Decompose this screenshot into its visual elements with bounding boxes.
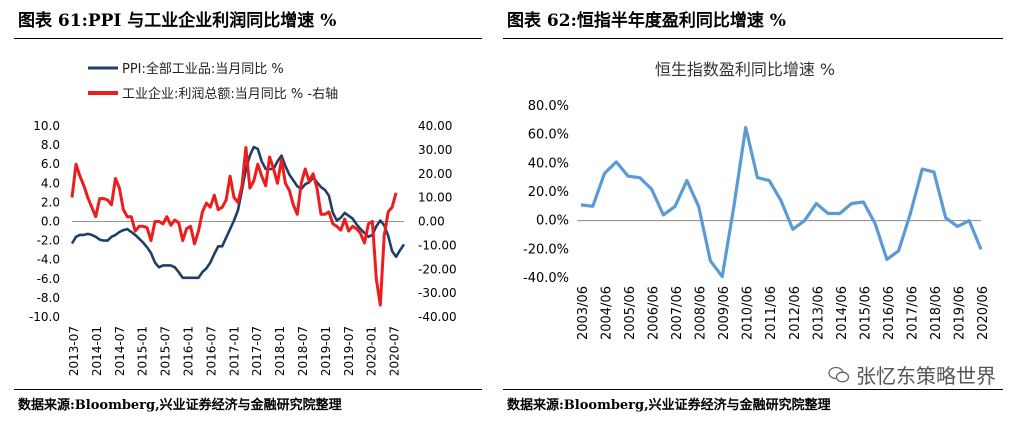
right-chart-axes: 80.0% 60.0% 40.0% 20.0% 0.0% -20.0% -40.0% 2003… — [523, 99, 991, 340]
right-y-tick: -40.0% — [523, 271, 569, 286]
right-x-tick: 2018/06 — [929, 286, 944, 340]
left-x-tick: 2013-07 — [67, 326, 81, 376]
right-x-tick: 2007/06 — [670, 286, 685, 340]
left-series-line-0 — [70, 145, 406, 280]
left-chart-series — [70, 145, 406, 307]
left-x-tick: 2014-07 — [113, 326, 127, 376]
left-y-tick: 6.0 — [41, 157, 60, 171]
left-x-tick: 2016-01 — [181, 326, 195, 376]
right-x-tick: 2005/06 — [623, 286, 638, 340]
right-x-tick: 2003/06 — [576, 286, 591, 340]
right-x-tick: 2009/06 — [717, 286, 732, 340]
right-y-tick: -20.00 — [418, 262, 457, 276]
right-x-tick: 2016/06 — [882, 286, 897, 340]
right-chart-series — [580, 125, 983, 279]
left-source: 数据来源:Bloomberg,兴业证券经济与金融研究院整理 — [18, 398, 342, 413]
right-x-tick: 2008/06 — [694, 286, 709, 340]
left-y-tick: -6.0 — [37, 272, 60, 286]
left-y-tick: -10.0 — [29, 310, 60, 324]
right-y-tick: -20.0% — [523, 242, 569, 257]
left-series-line-1 — [70, 146, 398, 307]
right-panel-title: 图表 62:恒指半年度盈利同比增速 % — [507, 11, 786, 31]
right-y-tick: 10.00 — [418, 191, 452, 205]
right-y-tick: 0.00 — [418, 215, 445, 229]
right-x-tick: 2012/06 — [788, 286, 803, 340]
right-x-tick: 2013/06 — [811, 286, 826, 340]
right-source-rule — [503, 389, 1003, 390]
right-chart-title: 恒生指数盈利同比增速 % — [655, 60, 835, 79]
left-panel-title: 图表 61:PPI 与工业企业利润同比增速 % — [18, 11, 337, 31]
right-y-tick: 0.0% — [536, 214, 569, 229]
right-y-tick: 40.00 — [418, 119, 452, 133]
left-chart-legend: PPI:全部工业品:当月同比 % 工业企业:利润总额:当月同比 % -右轴 — [88, 61, 338, 102]
left-x-tick: 2015-07 — [159, 326, 173, 376]
left-x-tick: 2018-07 — [296, 326, 310, 376]
right-x-tick: 2017/06 — [905, 286, 920, 340]
wechat-icon — [828, 366, 850, 382]
right-series-line — [580, 125, 983, 279]
left-chart-axes: 10.0 8.0 6.0 4.0 2.0 0.0 -2.0 -4.0 -6.0 -8.0 -10.0… — [29, 119, 457, 376]
right-source: 数据来源:Bloomberg,兴业证券经济与金融研究院整理 — [507, 398, 831, 413]
left-x-tick: 2016-07 — [204, 326, 218, 376]
right-title-rule — [503, 38, 1003, 39]
left-y-tick: -4.0 — [37, 253, 60, 267]
left-y-tick: 2.0 — [41, 195, 60, 209]
right-y-tick: -40.00 — [418, 310, 457, 324]
left-x-tick: 2020-01 — [365, 326, 379, 376]
legend-label-1: 工业企业:利润总额:当月同比 % -右轴 — [122, 86, 338, 102]
right-x-tick: 2011/06 — [764, 286, 779, 340]
right-y-tick: 30.00 — [418, 143, 452, 157]
right-x-tick: 2015/06 — [858, 286, 873, 340]
left-y-tick: -8.0 — [37, 291, 60, 305]
left-chart: PPI:全部工业品:当月同比 % 工业企业:利润总额:当月同比 % -右轴 10.… — [29, 61, 457, 376]
right-y-tick: 20.00 — [418, 167, 452, 181]
right-chart: 恒生指数盈利同比增速 % 80.0% 60.0% 40.0% 20.0% 0.0% -20… — [523, 60, 991, 340]
left-y-tick: 0.0 — [41, 215, 60, 229]
watermark: 张忆东策略世界 — [828, 360, 996, 389]
left-x-tick: 2020-07 — [388, 326, 402, 376]
right-y-tick: -30.00 — [418, 286, 457, 300]
left-x-tick: 2017-01 — [227, 326, 241, 376]
left-x-tick: 2015-01 — [136, 326, 150, 376]
left-x-tick: 2019-01 — [319, 326, 333, 376]
left-source-rule — [14, 389, 482, 390]
left-x-tick: 2018-01 — [273, 326, 287, 376]
right-x-tick: 2019/06 — [952, 286, 967, 340]
left-y-tick: -2.0 — [37, 234, 60, 248]
right-x-tick: 2006/06 — [647, 286, 662, 340]
right-y-tick: 60.0% — [528, 128, 569, 143]
left-y-tick: 8.0 — [41, 138, 60, 152]
right-y-tick: -10.00 — [418, 238, 457, 252]
left-x-tick: 2019-07 — [342, 326, 356, 376]
right-y-tick: 80.0% — [528, 99, 569, 114]
left-y-tick: 10.0 — [33, 119, 60, 133]
left-title-rule — [14, 38, 482, 39]
left-x-tick: 2014-01 — [90, 326, 104, 376]
left-x-tick: 2017-07 — [250, 326, 264, 376]
watermark-text: 张忆东策略世界 — [856, 364, 996, 388]
right-x-tick: 2004/06 — [600, 286, 615, 340]
right-x-tick: 2014/06 — [835, 286, 850, 340]
right-y-tick: 20.0% — [528, 185, 569, 200]
left-y-tick: 4.0 — [41, 176, 60, 190]
right-x-tick: 2020/06 — [976, 286, 991, 340]
right-y-tick: 40.0% — [528, 156, 569, 171]
right-x-tick: 2010/06 — [741, 286, 756, 340]
legend-label-0: PPI:全部工业品:当月同比 % — [122, 61, 284, 77]
